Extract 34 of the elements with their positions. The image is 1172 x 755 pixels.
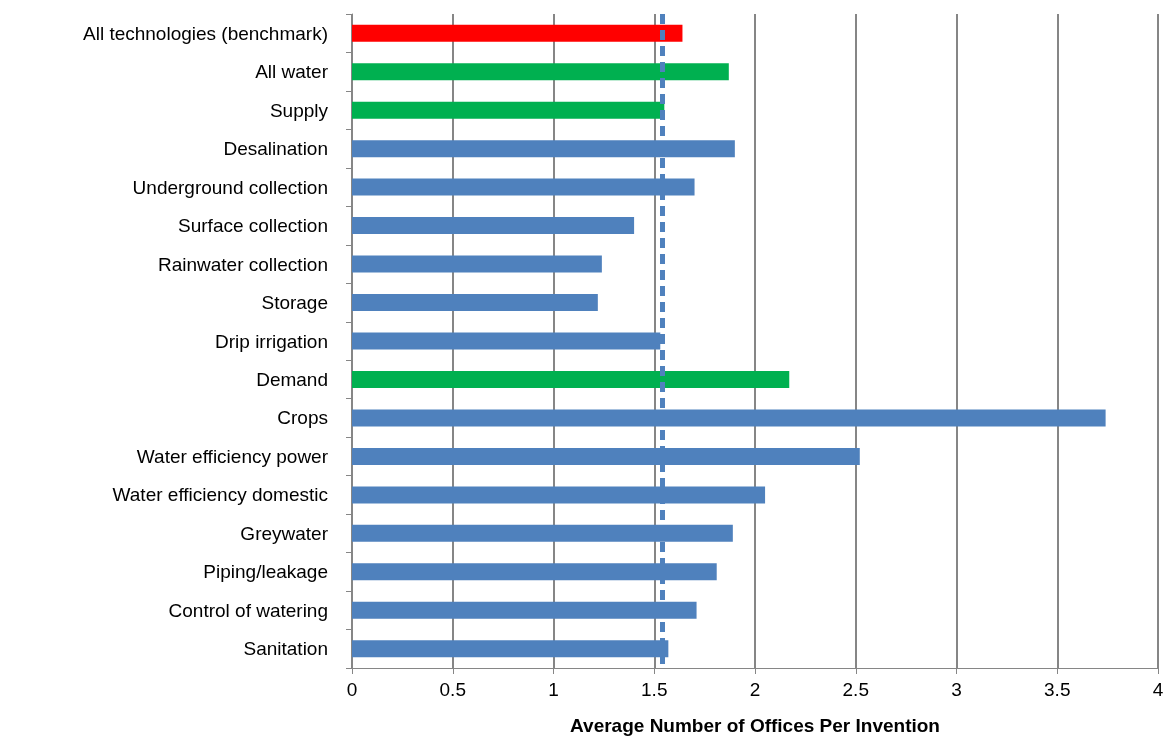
- y-tick-label: Greywater: [240, 522, 329, 544]
- y-tick-label: All technologies (benchmark): [82, 22, 328, 44]
- x-tick-label: 3.5: [1044, 679, 1071, 700]
- y-tick-label: Drip irrigation: [215, 330, 328, 352]
- x-tick-label: 4: [1152, 679, 1164, 700]
- bar: [352, 101, 665, 119]
- x-tick-label: 2.5: [842, 679, 869, 700]
- y-tick-label: Sanitation: [243, 638, 328, 660]
- y-tick-label: Piping/leakage: [203, 561, 328, 583]
- x-tick-label: 1: [548, 679, 559, 700]
- x-tick-label: 3: [951, 679, 962, 700]
- y-tick-label: Demand: [256, 368, 328, 390]
- y-tick-label: Rainwater collection: [157, 253, 328, 275]
- bar: [352, 63, 729, 81]
- bar: [352, 24, 683, 42]
- x-tick-label: 0: [346, 679, 358, 700]
- y-tick-label: Desalination: [223, 138, 328, 160]
- bar: [352, 217, 635, 235]
- y-tick-label: Water efficiency power: [136, 445, 329, 467]
- x-tick-label: 0.5: [439, 679, 466, 700]
- y-tick-label: Underground collection: [132, 176, 328, 198]
- bar: [352, 294, 598, 312]
- y-tick-label: Surface collection: [178, 215, 328, 237]
- y-tick-label: Water efficiency domestic: [112, 484, 328, 506]
- bar: [352, 370, 790, 388]
- y-tick-label: Storage: [261, 292, 328, 314]
- x-tick-label: 1.5: [641, 679, 668, 700]
- y-tick-label: Supply: [269, 99, 329, 121]
- x-tick-label: 2: [749, 679, 761, 700]
- x-axis-title: Average Number of Offices Per Invention: [570, 715, 940, 736]
- y-tick-label: All water: [255, 61, 329, 83]
- y-tick-label: Crops: [277, 407, 328, 429]
- bar: [352, 255, 602, 273]
- y-tick-label: Control of watering: [168, 599, 328, 621]
